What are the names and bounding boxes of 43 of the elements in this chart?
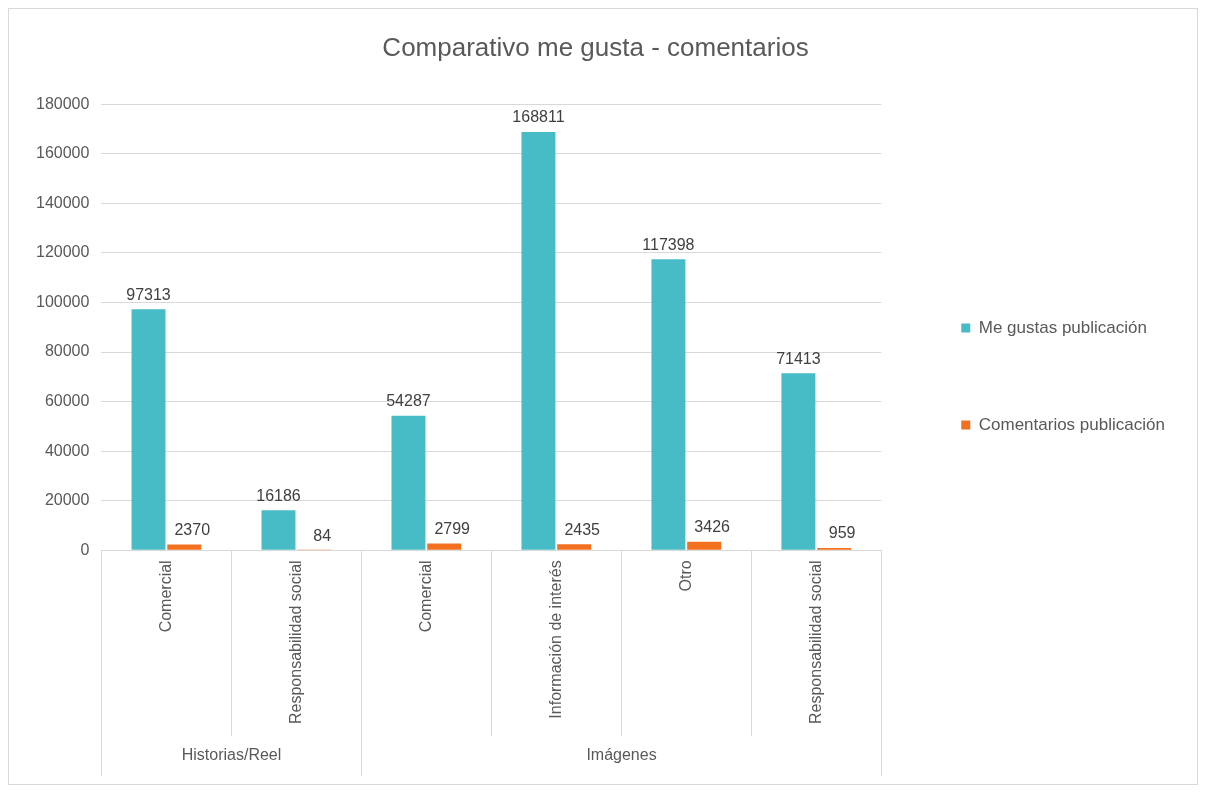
x-tick-label: Responsabilidad social [806, 560, 824, 724]
bar [391, 415, 426, 550]
x-tick-label: Otro [676, 560, 694, 592]
x-tick-label: Responsabilidad social [286, 560, 304, 724]
bar [131, 309, 166, 550]
data-label: 84 [313, 526, 332, 544]
legend-label: Comentarios publicación [978, 414, 1165, 434]
y-tick-label: 20000 [44, 491, 90, 509]
data-label: 2799 [434, 519, 471, 537]
y-tick-label: 100000 [36, 292, 90, 310]
x-tick-label: Comercial [416, 560, 434, 633]
bar [687, 541, 722, 550]
bar [557, 544, 592, 550]
bar [651, 259, 686, 550]
data-label: 16186 [256, 486, 301, 504]
data-label: 2435 [564, 520, 601, 538]
y-tick-label: 160000 [36, 144, 90, 162]
bar [781, 373, 816, 550]
y-tick-label: 40000 [44, 441, 90, 459]
data-label: 2370 [174, 520, 211, 538]
data-label: 71413 [776, 349, 821, 367]
legend-label: Me gustas publicación [978, 317, 1147, 337]
chart-title: Comparativo me gusta - comentarios [382, 31, 809, 62]
data-label: 97313 [126, 285, 171, 303]
x-tick-label: Información de interés [546, 560, 564, 719]
y-tick-label: 120000 [36, 243, 90, 261]
data-label: 54287 [386, 392, 431, 410]
y-tick-label: 80000 [44, 342, 90, 360]
bar [521, 131, 556, 550]
bar [261, 510, 296, 550]
y-tick-label: 0 [80, 540, 90, 558]
y-tick-label: 140000 [36, 193, 90, 211]
x-tick-label: Comercial [156, 560, 174, 633]
text: Historias/Reel [181, 746, 282, 764]
data-label: 168811 [512, 108, 565, 126]
y-tick-label: 180000 [36, 94, 90, 112]
bar [427, 543, 462, 550]
text: Imágenes [586, 746, 657, 764]
data-label: 959 [828, 524, 856, 542]
bar [167, 544, 202, 550]
y-tick-label: 60000 [44, 392, 90, 410]
data-label: 117398 [642, 235, 695, 253]
data-label: 3426 [694, 518, 731, 536]
